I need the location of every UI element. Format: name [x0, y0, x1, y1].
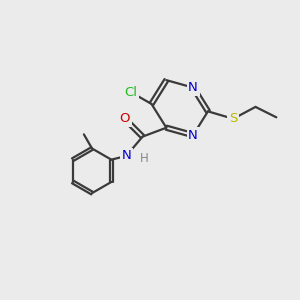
Text: H: H — [140, 152, 148, 165]
Text: S: S — [229, 112, 237, 125]
Text: N: N — [188, 129, 198, 142]
Text: O: O — [119, 112, 130, 125]
Text: N: N — [188, 81, 198, 94]
Text: Cl: Cl — [124, 85, 137, 98]
Text: N: N — [121, 149, 131, 162]
